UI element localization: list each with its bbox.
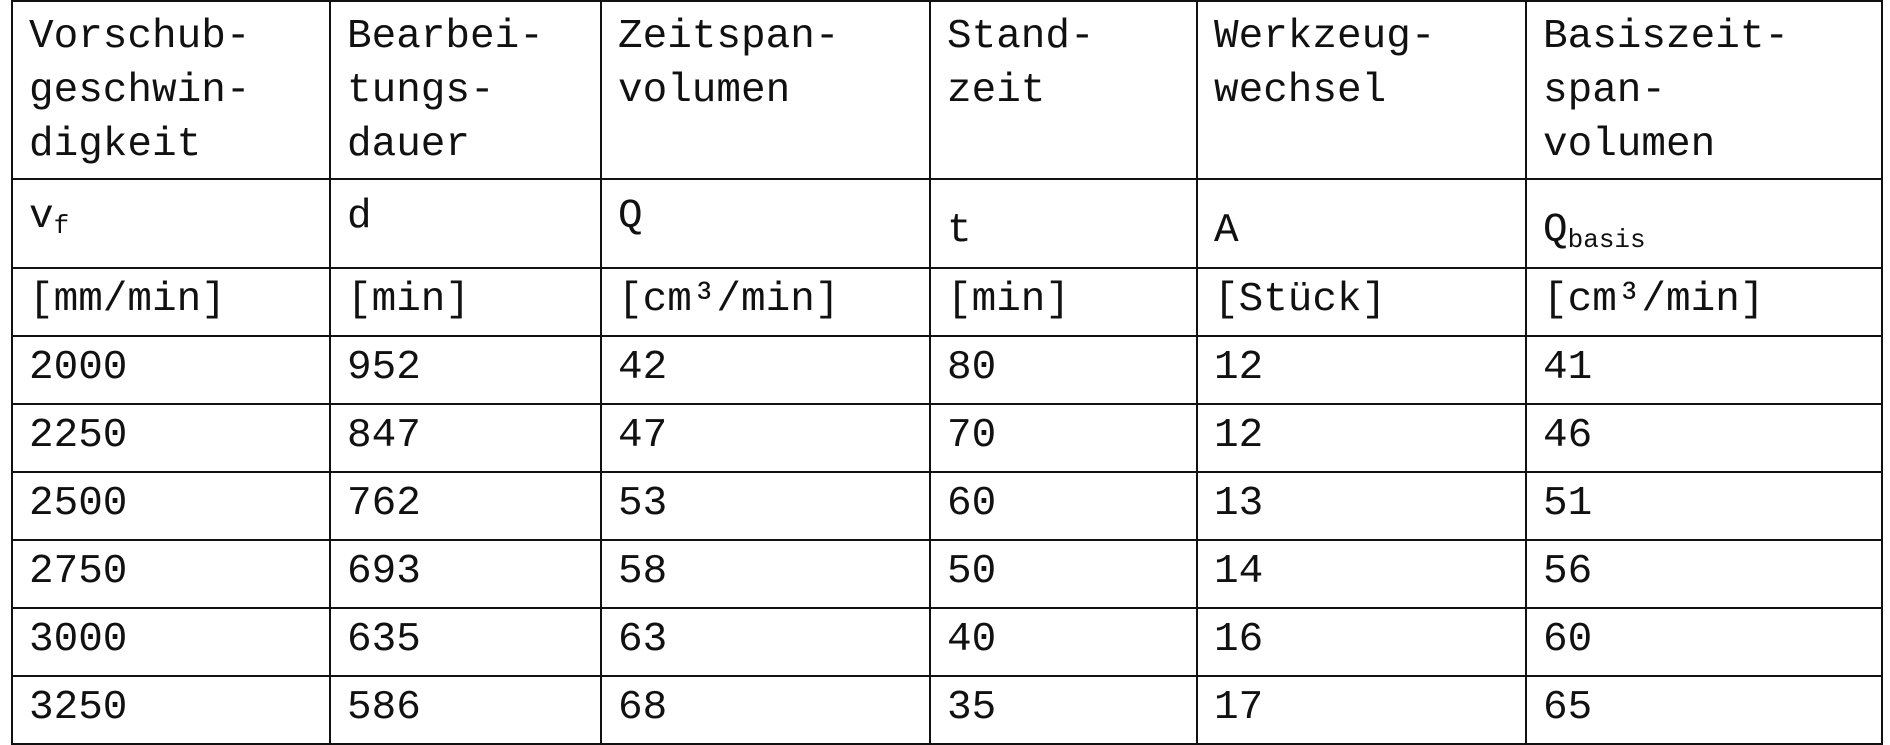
- table-cell: 70: [930, 404, 1197, 472]
- table-cell: 40: [930, 608, 1197, 676]
- header-line: Zeitspan-: [618, 10, 929, 64]
- table-cell: 60: [1526, 608, 1882, 676]
- table-cell: 2000: [12, 336, 330, 404]
- header-cell-removal-volume: Zeitspan- volumen: [601, 1, 930, 179]
- table-row: 3000 635 63 40 16 60: [12, 608, 1882, 676]
- unit-cell: [Stück]: [1197, 268, 1526, 336]
- data-table-container: Vorschub- geschwin- digkeit Bearbei- tun…: [11, 0, 1881, 745]
- table-cell: 693: [330, 540, 601, 608]
- table-cell: 56: [1526, 540, 1882, 608]
- table-cell: 3000: [12, 608, 330, 676]
- table-cell: 51: [1526, 472, 1882, 540]
- table-row: 2000 952 42 80 12 41: [12, 336, 1882, 404]
- table-row: 3250 586 68 35 17 65: [12, 676, 1882, 744]
- header-line: zeit: [947, 64, 1196, 118]
- header-line: dauer: [347, 118, 600, 172]
- symbol-cell: Q: [601, 179, 930, 268]
- table-cell: 35: [930, 676, 1197, 744]
- table-cell: 47: [601, 404, 930, 472]
- table-cell: 50: [930, 540, 1197, 608]
- table-cell: 46: [1526, 404, 1882, 472]
- table-cell: 13: [1197, 472, 1526, 540]
- table-cell: 65: [1526, 676, 1882, 744]
- table-cell: 68: [601, 676, 930, 744]
- table-cell: 16: [1197, 608, 1526, 676]
- symbol-base: Q: [618, 194, 643, 240]
- table-cell: 17: [1197, 676, 1526, 744]
- unit-cell: [min]: [330, 268, 601, 336]
- table-cell: 2750: [12, 540, 330, 608]
- table-cell: 586: [330, 676, 601, 744]
- header-line: digkeit: [29, 118, 329, 172]
- table-cell: 12: [1197, 404, 1526, 472]
- header-line: geschwin-: [29, 64, 329, 118]
- unit-cell: [min]: [930, 268, 1197, 336]
- table-cell: 41: [1526, 336, 1882, 404]
- header-line: tungs-: [347, 64, 600, 118]
- data-table: Vorschub- geschwin- digkeit Bearbei- tun…: [11, 0, 1883, 745]
- unit-cell: [mm/min]: [12, 268, 330, 336]
- table-cell: 635: [330, 608, 601, 676]
- symbol-subscript: f: [54, 211, 70, 241]
- table-cell: 80: [930, 336, 1197, 404]
- table-row: 2250 847 47 70 12 46: [12, 404, 1882, 472]
- table-cell: 58: [601, 540, 930, 608]
- symbol-cell: d: [330, 179, 601, 268]
- unit-cell: [cm³/min]: [1526, 268, 1882, 336]
- table-cell: 2250: [12, 404, 330, 472]
- table-cell: 42: [601, 336, 930, 404]
- table-row: 2500 762 53 60 13 51: [12, 472, 1882, 540]
- header-line: Werkzeug-: [1214, 10, 1525, 64]
- header-line: volumen: [618, 64, 929, 118]
- symbol-base: A: [1214, 204, 1239, 258]
- table-cell: 762: [330, 472, 601, 540]
- header-cell-base-removal-volume: Basiszeit- span- volumen: [1526, 1, 1882, 179]
- symbol-cell: Qbasis: [1526, 179, 1882, 268]
- table-cell: 12: [1197, 336, 1526, 404]
- header-cell-feed-rate: Vorschub- geschwin- digkeit: [12, 1, 330, 179]
- symbol-row: vf d Q t A Qbasis: [12, 179, 1882, 268]
- header-line: Basiszeit-: [1543, 10, 1881, 64]
- symbol-cell: vf: [12, 179, 330, 268]
- header-cell-tool-life: Stand- zeit: [930, 1, 1197, 179]
- table-cell: 847: [330, 404, 601, 472]
- header-line: Stand-: [947, 10, 1196, 64]
- header-line: wechsel: [1214, 64, 1525, 118]
- table-cell: 63: [601, 608, 930, 676]
- table-cell: 53: [601, 472, 930, 540]
- table-cell: 2500: [12, 472, 330, 540]
- header-line: span-: [1543, 64, 1881, 118]
- unit-cell: [cm³/min]: [601, 268, 930, 336]
- header-cell-machining-duration: Bearbei- tungs- dauer: [330, 1, 601, 179]
- symbol-base: d: [347, 194, 372, 240]
- symbol-base: t: [947, 204, 972, 258]
- unit-row: [mm/min] [min] [cm³/min] [min] [Stück] […: [12, 268, 1882, 336]
- symbol-cell: t: [930, 179, 1197, 268]
- symbol-base: Q: [1543, 208, 1568, 254]
- symbol-base: v: [29, 194, 54, 240]
- symbol-cell: A: [1197, 179, 1526, 268]
- table-row: 2750 693 58 50 14 56: [12, 540, 1882, 608]
- symbol-subscript: basis: [1568, 225, 1646, 255]
- table-cell: 60: [930, 472, 1197, 540]
- header-cell-tool-change: Werkzeug- wechsel: [1197, 1, 1526, 179]
- table-cell: 3250: [12, 676, 330, 744]
- table-cell: 952: [330, 336, 601, 404]
- table-cell: 14: [1197, 540, 1526, 608]
- header-line: volumen: [1543, 118, 1881, 172]
- header-line: Bearbei-: [347, 10, 600, 64]
- header-line: Vorschub-: [29, 10, 329, 64]
- header-row: Vorschub- geschwin- digkeit Bearbei- tun…: [12, 1, 1882, 179]
